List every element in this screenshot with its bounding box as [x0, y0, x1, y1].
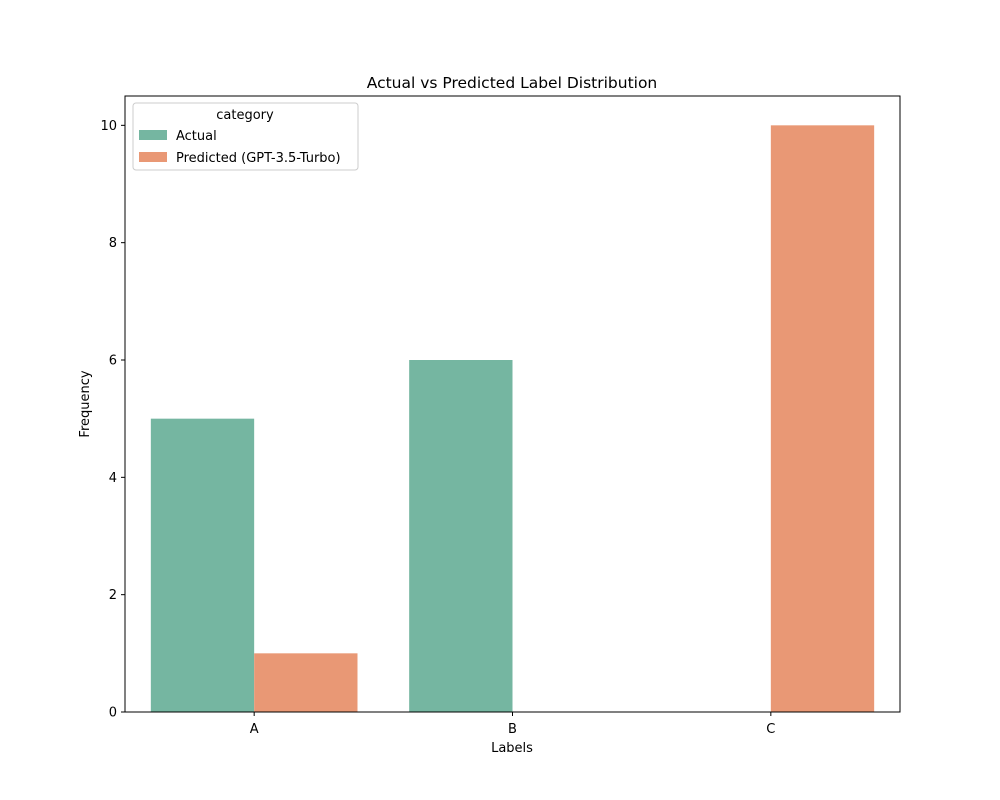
- y-tick-label: 0: [109, 706, 117, 721]
- x-tick-label: B: [508, 722, 517, 737]
- legend-swatch-actual: [139, 130, 167, 140]
- legend-title: category: [216, 108, 274, 123]
- legend-label-predicted: Predicted (GPT-3.5-Turbo): [176, 151, 341, 166]
- chart-title: Actual vs Predicted Label Distribution: [367, 74, 658, 92]
- y-tick-label: 8: [109, 236, 117, 251]
- y-tick-label: 2: [109, 588, 117, 603]
- legend-label-actual: Actual: [176, 129, 217, 144]
- y-tick-label: 10: [100, 119, 117, 134]
- x-axis-label: Labels: [491, 741, 533, 756]
- y-axis-ticks: 0 2 4 6 8 10: [100, 119, 125, 721]
- bar-c-predicted-gpt-3-5-turbo: [770, 125, 875, 712]
- bars-group: [150, 125, 875, 712]
- legend-swatch-predicted: [139, 152, 167, 162]
- legend-box: [132, 102, 359, 171]
- plot-frame: [124, 95, 901, 713]
- bar-a-predicted-gpt-3-5-turbo: [254, 653, 358, 712]
- y-tick-label: 6: [109, 354, 117, 369]
- x-tick-label: A: [250, 722, 259, 737]
- bar-a-actual: [150, 418, 255, 712]
- x-tick-label: C: [766, 722, 775, 737]
- y-tick-label: 4: [109, 471, 117, 486]
- legend: category Actual Predicted (GPT-3.5-Turbo…: [132, 102, 359, 171]
- bar-b-actual: [409, 360, 513, 712]
- x-axis-ticks: A B C: [250, 712, 775, 737]
- y-axis-label: Frequency: [78, 370, 93, 437]
